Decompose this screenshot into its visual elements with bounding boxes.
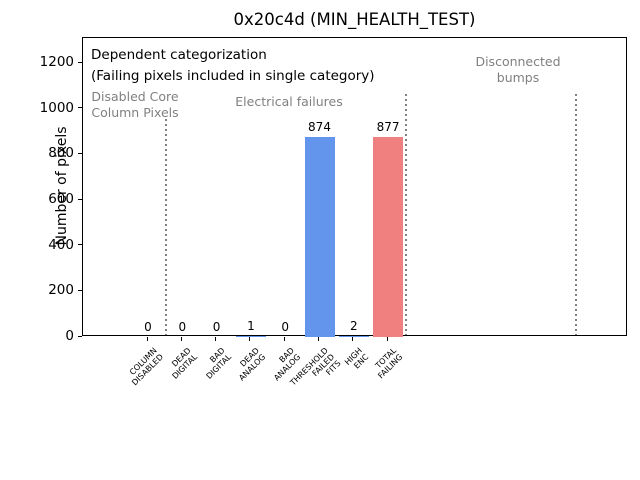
- x-tick-mark: [249, 337, 251, 341]
- x-tick-mark: [215, 337, 217, 341]
- y-tick-mark: [78, 335, 82, 337]
- bar-value-label: 0: [178, 320, 187, 334]
- y-tick-mark: [78, 107, 82, 109]
- bar-value-label: 0: [281, 320, 290, 334]
- x-tick-label-text: DEAD DIGITAL: [170, 346, 200, 381]
- y-tick-label: 600: [48, 191, 74, 207]
- y-tick-label: 200: [48, 282, 74, 299]
- y-tick-mark: [78, 152, 82, 154]
- bar-threshold-failed-fits: [304, 137, 335, 337]
- x-tick-mark: [180, 337, 182, 341]
- x-tick-label-text: COLUMN DISABLED: [127, 346, 165, 388]
- y-tick-label: 0: [65, 328, 74, 344]
- y-tick-mark: [78, 198, 82, 200]
- bar-value-label: 877: [376, 119, 400, 134]
- bar-total-failing: [373, 136, 404, 337]
- y-tick-label: 400: [48, 236, 74, 253]
- x-tick-mark: [318, 337, 319, 341]
- x-tick-label-text: BAD DIGITAL: [204, 346, 234, 381]
- section-separator-line: [165, 119, 167, 335]
- y-tick-mark: [78, 244, 82, 246]
- bar-value-label: 1: [247, 319, 255, 333]
- x-tick-label-text: HIGH ENC: [343, 346, 371, 371]
- section-label-electrical-failures: Electrical failures: [235, 94, 343, 109]
- y-tick-mark: [78, 61, 82, 63]
- bar-high-enc: [338, 336, 369, 337]
- y-tick-mark: [78, 289, 82, 291]
- bar-value-label: 0: [212, 320, 221, 334]
- y-tick-label: 1200: [39, 54, 74, 70]
- x-tick-mark: [146, 337, 148, 341]
- x-tick-mark: [283, 337, 285, 341]
- section-label-disabled-core-column-pixels: Disabled Core Column Pixels: [91, 89, 179, 120]
- section-label-disconnected-bumps: Disconnected bumps: [475, 54, 561, 85]
- x-tick-label-text: TOTAL FAILING: [374, 346, 405, 381]
- x-tick-label-text: DEAD ANALOG: [237, 346, 268, 383]
- y-tick-label: 800: [48, 145, 74, 162]
- chart-title: 0x20c4d (MIN_HEALTH_TEST): [233, 10, 476, 29]
- x-tick-mark: [352, 337, 354, 341]
- plot-area: 0 0 0 1 0 874 2 877 Dependent categorization (F…: [82, 37, 627, 337]
- y-tick-label: 1000: [39, 99, 74, 116]
- section-separator-line: [405, 94, 407, 335]
- bar-dead-analog: [235, 336, 266, 337]
- dependent-categorization-note: Dependent categorization (Failing pixels…: [91, 47, 375, 84]
- x-tick-mark: [386, 337, 388, 341]
- section-separator-line: [575, 94, 577, 335]
- bar-value-label: 0: [144, 320, 152, 334]
- bar-value-label: 2: [349, 319, 358, 333]
- bar-value-label: 874: [308, 120, 331, 135]
